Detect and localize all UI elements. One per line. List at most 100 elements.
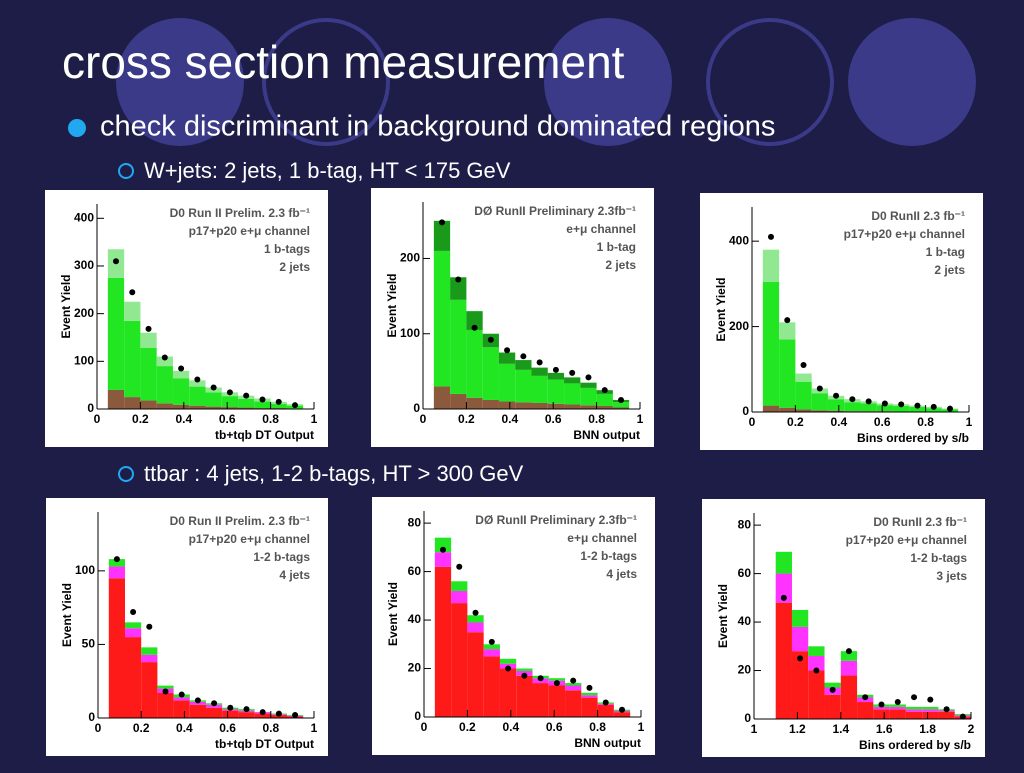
annotation: DØ RunII Preliminary 2.3fb⁻¹ [474,204,636,218]
x-tick-label: 0 [749,415,756,429]
histogram-segment [779,339,795,407]
histogram-segment [157,366,173,403]
x-tick-label: 1 [311,412,318,426]
slide-title: cross section measurement [62,36,625,88]
histogram-segment [779,408,795,412]
x-tick-label: 0.2 [459,720,476,734]
histogram-segment [173,371,189,379]
y-tick-label: 100 [74,353,94,367]
histogram-segment [189,387,205,406]
data-point [162,355,168,361]
data-point [878,701,884,707]
histogram-segment [499,353,515,364]
data-point [114,556,120,562]
histogram-segment [484,644,500,649]
data-point [866,398,872,404]
data-point [586,685,592,691]
x-axis-label: tb+tqb DT Output [215,737,314,751]
annotation: 4 jets [606,567,637,581]
histogram-segment [109,566,125,578]
histogram-segment [140,400,156,409]
data-point [520,353,526,359]
annotation: D0 RunII 2.3 fb⁻¹ [873,515,967,529]
histogram-segment [564,377,580,383]
data-point [244,706,250,712]
subbullet: W+jets: 2 jets, 1 b-tag, HT < 175 GeV [144,158,511,183]
x-tick-label: 1 [637,412,644,426]
histogram-segment [825,683,841,688]
histogram-segment [515,360,531,370]
histogram-segment [108,390,124,409]
x-tick-label: 1 [966,415,973,429]
x-tick-label: 0.8 [589,720,606,734]
histogram-segment [857,702,873,719]
data-point [911,694,917,700]
data-point [833,393,839,399]
annotation: 1-2 b-tags [910,551,967,565]
histogram-segment [189,406,205,409]
data-point [472,325,478,331]
y-tick-label: 200 [400,251,420,265]
histogram-segment [763,250,779,282]
histogram-segment [222,396,238,407]
data-point [259,396,265,402]
histogram-segment [906,709,922,711]
annotation: DØ RunII Preliminary 2.3fb⁻¹ [475,513,637,527]
y-tick-label: 300 [74,258,94,272]
histogram-segment [109,578,125,718]
annotation: p17+p20 e+μ channel [189,224,310,238]
histogram-segment [922,707,938,709]
x-tick-label: 0.6 [219,412,236,426]
x-tick-label: 0 [420,412,427,426]
histogram-segment [532,376,548,403]
annotation: e+μ channel [567,531,637,545]
y-tick-label: 200 [74,306,94,320]
annotation: D0 Run II Prelim. 2.3 fb⁻¹ [170,514,310,528]
y-tick-label: 60 [738,566,752,580]
annotation: 3 jets [936,569,967,583]
data-point [113,258,119,264]
histogram-segment [598,705,614,717]
x-tick-label: 0.4 [830,415,847,429]
y-tick-label: 20 [408,661,422,675]
histogram-segment [124,397,140,409]
data-point [163,689,169,695]
data-point [602,387,608,393]
x-axis-label: tb+tqb DT Output [215,428,314,442]
y-tick-label: 80 [408,515,422,529]
histogram-segment [565,690,581,717]
x-tick-label: 0.2 [132,412,149,426]
x-tick-label: 2 [968,722,975,736]
histogram-segment [434,251,450,386]
histogram-segment [125,637,141,718]
data-point [554,680,560,686]
annotation: 1 b-tag [926,245,965,259]
bullet-dot [68,119,86,137]
x-tick-label: 0.8 [917,415,934,429]
data-point [504,347,510,353]
histogram-segment [467,622,483,632]
data-point [862,694,868,700]
histogram-segment [922,712,938,719]
histogram-segment [564,383,580,404]
histogram-segment [532,403,548,409]
x-tick-label: 0.8 [262,721,279,735]
histogram-segment [451,603,467,717]
histogram-segment [581,698,597,717]
histogram-segment [873,709,889,719]
histogram-segment [792,610,808,627]
histogram-segment [467,632,483,717]
y-tick-label: 400 [74,210,94,224]
data-point [944,706,950,712]
x-tick-label: 0.8 [588,412,605,426]
histogram-segment [435,567,451,717]
histogram-segment [515,402,531,409]
x-tick-label: 1.6 [876,722,893,736]
y-axis-label: Event Yield [59,274,73,338]
histogram-segment [157,403,173,409]
data-point [784,317,790,323]
histogram-segment [906,712,922,719]
histogram-segment [861,403,877,411]
x-axis-label: BNN output [573,428,640,442]
